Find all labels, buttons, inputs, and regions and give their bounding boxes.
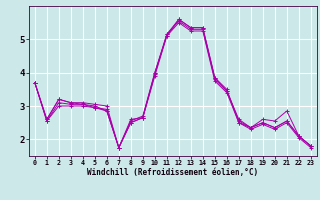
X-axis label: Windchill (Refroidissement éolien,°C): Windchill (Refroidissement éolien,°C) [87, 168, 258, 177]
